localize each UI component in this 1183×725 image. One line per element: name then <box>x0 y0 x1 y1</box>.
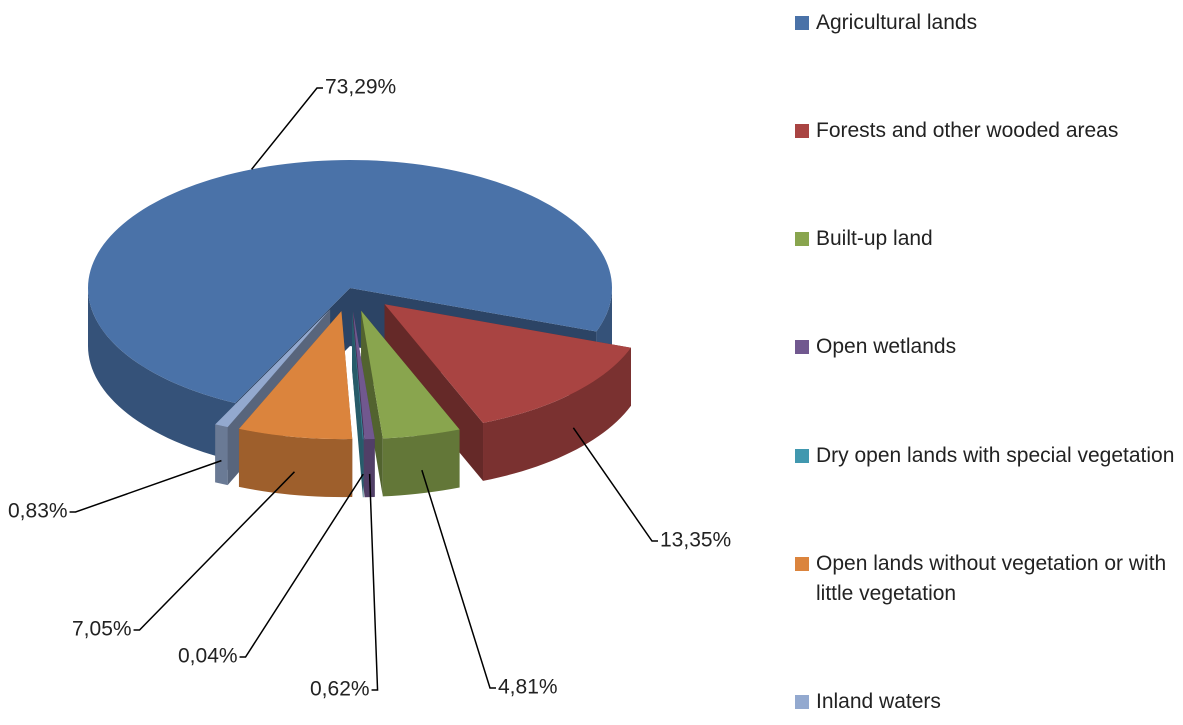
legend-label: Open wetlands <box>816 335 957 359</box>
legend-item: Inland waters <box>795 687 1175 717</box>
legend-label: Agricultural lands <box>816 11 978 34</box>
legend-swatch <box>795 556 809 571</box>
data-label: 13,35% <box>660 529 731 552</box>
legend-swatch <box>795 694 809 709</box>
data-label: 7,05% <box>72 618 132 641</box>
legend-item: Agricultural lands <box>795 8 1175 38</box>
legend-label: Inland waters <box>816 689 941 713</box>
legend-label: Forests and other wooded areas <box>816 119 1119 143</box>
legend-item: Open wetlands <box>795 332 1175 362</box>
data-label: 73,29% <box>325 76 396 99</box>
leader-line <box>368 473 379 691</box>
legend: Agricultural lands Forests and other wood… <box>795 8 1175 717</box>
legend-swatch <box>795 448 809 463</box>
slice-side <box>88 288 236 462</box>
slice <box>215 309 331 428</box>
data-label: 4,81% <box>498 676 558 699</box>
data-label: 0,62% <box>310 678 370 701</box>
slice-side <box>362 439 364 498</box>
pie-area: 73,29% 13,35% 4,81% 0,62% 0,04% 7,05% 0,83% <box>8 76 731 701</box>
legend-item: Open lands without vegetation or with li… <box>795 549 1175 609</box>
slice-wall <box>361 310 383 497</box>
leader-line <box>421 469 496 689</box>
slice <box>352 311 364 440</box>
leader-line <box>239 473 364 658</box>
legend-swatch <box>795 232 809 247</box>
legend-swatch <box>795 124 809 139</box>
slice-side <box>382 429 460 497</box>
slice <box>238 311 353 440</box>
slice-side <box>364 438 375 498</box>
slice <box>384 304 631 423</box>
slice <box>353 311 375 440</box>
slice <box>361 310 460 439</box>
slice-side <box>483 347 631 481</box>
slice-wall <box>352 311 363 498</box>
slice-side <box>215 424 228 486</box>
legend-item: Forests and other wooded areas <box>795 116 1175 146</box>
leader-line <box>572 427 658 542</box>
leader-line <box>133 471 295 631</box>
legend-label: Dry open lands with special vegetation <box>816 443 1175 467</box>
legend-item: Built-up land <box>795 224 1175 254</box>
legend-swatch <box>795 16 809 30</box>
legend-label: Open lands without vegetation or with li… <box>816 551 1167 605</box>
legend-label: Built-up land <box>816 227 933 251</box>
leader-line <box>250 87 323 170</box>
slice <box>88 160 612 404</box>
slice-side <box>238 428 353 498</box>
data-label: 0,83% <box>8 500 68 523</box>
data-label: 0,04% <box>178 645 238 668</box>
leader-line <box>69 459 222 513</box>
legend-item: Dry open lands with special vegetation <box>795 441 1175 471</box>
legend-swatch <box>795 340 809 355</box>
